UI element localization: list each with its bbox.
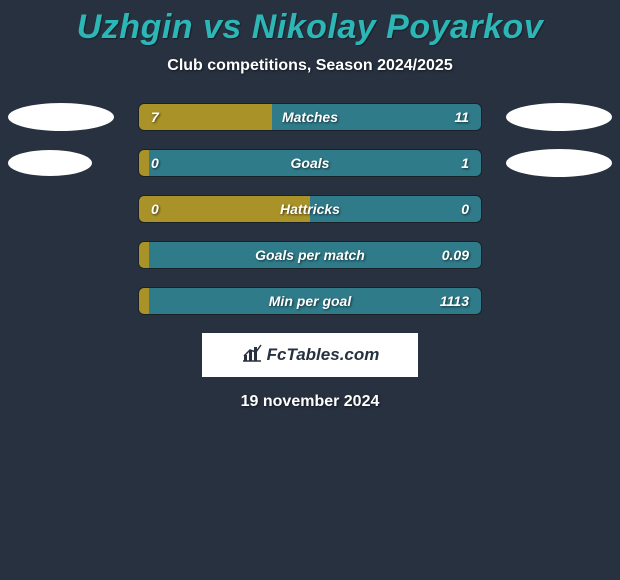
player-ellipse-left [8, 150, 92, 176]
stat-bar: Hattricks 0 0 [138, 195, 482, 223]
stat-row: Min per goal 1113 [0, 287, 620, 315]
stat-label: Goals per match [255, 247, 365, 263]
stat-label: Matches [282, 109, 338, 125]
stat-row: Hattricks 0 0 [0, 195, 620, 223]
bar-left-fill [139, 288, 149, 314]
logo-box: FcTables.com [202, 333, 418, 377]
stat-bar: Min per goal 1113 [138, 287, 482, 315]
subtitle: Club competitions, Season 2024/2025 [0, 57, 620, 75]
page-title: Uzhgin vs Nikolay Poyarkov [0, 8, 620, 47]
stat-label: Min per goal [269, 293, 351, 309]
player-ellipse-left [8, 103, 114, 131]
stat-bar: Matches 7 11 [138, 103, 482, 131]
stat-value-right: 0 [461, 201, 469, 217]
stat-value-right: 1113 [440, 293, 469, 309]
stats-area: Matches 7 11 Goals 0 1 Hattricks 0 0 Goals per ma… [0, 103, 620, 315]
date-text: 19 november 2024 [0, 393, 620, 411]
bar-left-fill [139, 242, 149, 268]
stat-row: Goals per match 0.09 [0, 241, 620, 269]
stat-label: Hattricks [280, 201, 340, 217]
logo-text: FcTables.com [267, 345, 380, 365]
stat-value-right: 0.09 [442, 247, 469, 263]
stat-value-left: 0 [151, 201, 159, 217]
stat-bar: Goals per match 0.09 [138, 241, 482, 269]
stat-bar: Goals 0 1 [138, 149, 482, 177]
player-ellipse-right [506, 103, 612, 131]
player-ellipse-right [506, 149, 612, 177]
stat-value-right: 1 [461, 155, 469, 171]
stat-value-right: 11 [454, 109, 469, 125]
stat-label: Goals [291, 155, 330, 171]
stat-row: Goals 0 1 [0, 149, 620, 177]
bar-left-fill [139, 150, 149, 176]
logo-chart-icon [241, 343, 263, 368]
stat-value-left: 7 [151, 109, 159, 125]
stat-row: Matches 7 11 [0, 103, 620, 131]
stat-value-left: 0 [151, 155, 159, 171]
